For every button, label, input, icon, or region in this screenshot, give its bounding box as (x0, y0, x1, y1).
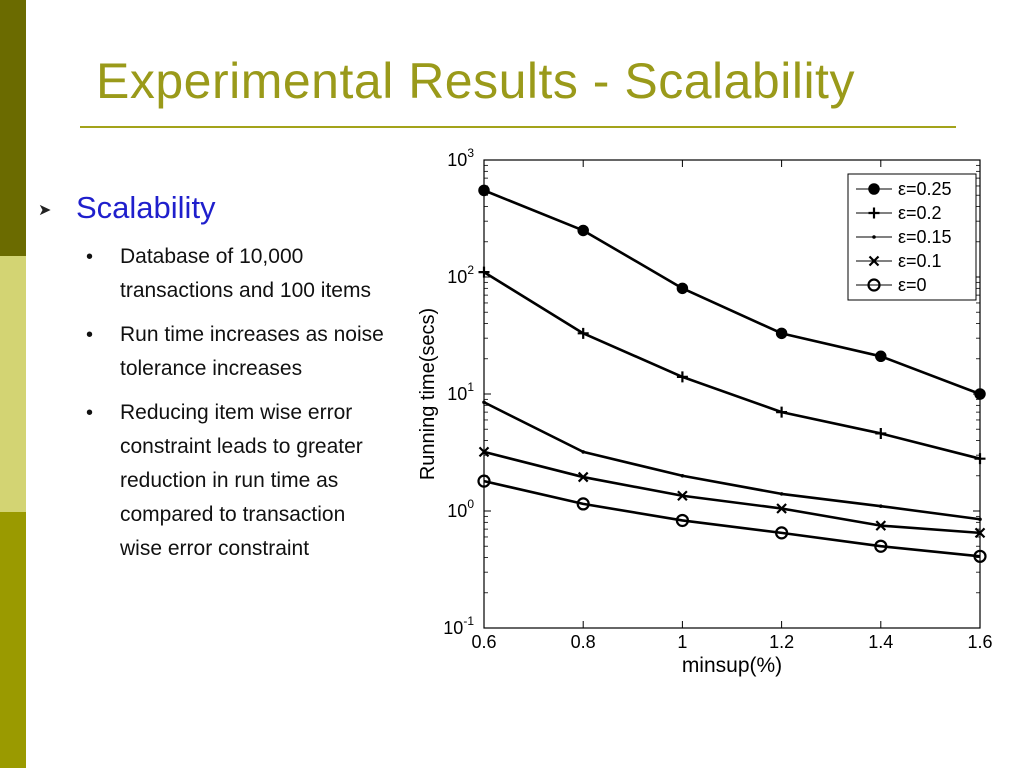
data-point-plus (577, 327, 589, 339)
bullet-heading: Scalability (76, 190, 216, 225)
bullet-item-text: Database of 10,000 transactions and 100 … (120, 245, 371, 302)
data-point-plus (776, 406, 788, 418)
data-point-x (974, 527, 986, 539)
legend-entry: ε=0.1 (898, 251, 942, 271)
x-axis-label: minsup(%) (682, 654, 782, 677)
data-point-dot (581, 450, 585, 454)
legend-marker (867, 278, 881, 292)
x-tick-label: 1 (677, 632, 687, 652)
arrow-bullet-icon: ➤ (38, 202, 52, 219)
y-tick-label: 103 (447, 146, 474, 170)
data-point-dot (978, 517, 982, 522)
legend-marker (872, 235, 876, 239)
data-point-star (577, 224, 589, 237)
data-point-x (776, 503, 787, 514)
decorative-bar-mid (0, 512, 26, 768)
data-point-dot (879, 504, 883, 508)
data-point-x (677, 490, 688, 502)
data-point-star (974, 388, 986, 400)
data-point-plus (875, 427, 887, 439)
series-line (483, 450, 981, 535)
data-point-x (577, 471, 589, 483)
data-point-circle (576, 497, 590, 511)
bullet-heading-row: ➤ Scalability (36, 190, 396, 226)
running-time-chart: 10-1 100 101 102 103 0.6 0.8 1 1.2 1.4 1.6 minsup(%… (417, 146, 993, 677)
x-tick-label: 0.6 (471, 632, 496, 652)
data-point-circle (973, 549, 987, 563)
data-point-star (775, 327, 788, 340)
data-point-star (478, 184, 490, 197)
x-tick-label: 1.4 (868, 632, 893, 652)
series-line (483, 271, 981, 460)
bullet-item-text: Reducing item wise error constraint lead… (120, 401, 363, 560)
chart-container: 10-1 100 101 102 103 0.6 0.8 1 1.2 1.4 1.6 minsup(%… (400, 140, 1010, 700)
bullet-dot-icon: • (86, 402, 94, 424)
title-underline (80, 126, 956, 128)
bullet-dot-icon: • (86, 246, 94, 268)
x-tick-label: 1.6 (967, 632, 992, 652)
x-tick-label: 1.2 (769, 632, 794, 652)
series-line (483, 479, 981, 558)
legend-entry: ε=0.15 (898, 227, 952, 247)
data-point-plus (676, 371, 688, 383)
data-point-circle (477, 474, 491, 488)
y-tick-label: 100 (447, 497, 474, 521)
data-point-circle (675, 513, 689, 528)
legend-entry: ε=0 (898, 275, 927, 295)
legend-marker (868, 207, 880, 219)
decorative-bar-dark (0, 0, 26, 256)
data-point-x (875, 520, 887, 531)
data-point-dot (779, 492, 784, 496)
legend-marker (868, 255, 880, 267)
y-axis-label: Running time(secs) (417, 308, 439, 480)
bullet-list: ➤ Scalability • Database of 10,000 trans… (36, 190, 396, 576)
legend-entry: ε=0.25 (898, 179, 952, 199)
legend-entry: ε=0.2 (898, 203, 942, 223)
x-tick-label: 0.8 (571, 632, 596, 652)
slide-title: Experimental Results - Scalability (96, 53, 855, 109)
decorative-bar-light (0, 256, 26, 512)
bullet-item-text: Run time increases as noise tolerance in… (120, 323, 384, 380)
data-point-x (478, 446, 490, 458)
data-point-star (676, 282, 689, 295)
bullet-dot-icon: • (86, 324, 94, 346)
bullet-item: • Run time increases as noise tolerance … (86, 318, 396, 386)
y-tick-label: 102 (447, 263, 474, 287)
data-point-star (875, 350, 887, 363)
data-point-dot (680, 473, 685, 478)
y-tick-label: 10-1 (443, 614, 474, 638)
series-line (483, 189, 981, 396)
data-point-plus (974, 453, 986, 465)
data-point-dot (482, 400, 486, 405)
data-point-circle (874, 539, 888, 553)
data-point-circle (775, 526, 789, 540)
bullet-item: • Reducing item wise error constraint le… (86, 396, 396, 566)
data-point-plus (478, 266, 490, 278)
bullet-item: • Database of 10,000 transactions and 10… (86, 240, 396, 308)
series-line (483, 401, 981, 521)
y-tick-label: 101 (447, 380, 474, 404)
legend-marker (868, 183, 880, 195)
